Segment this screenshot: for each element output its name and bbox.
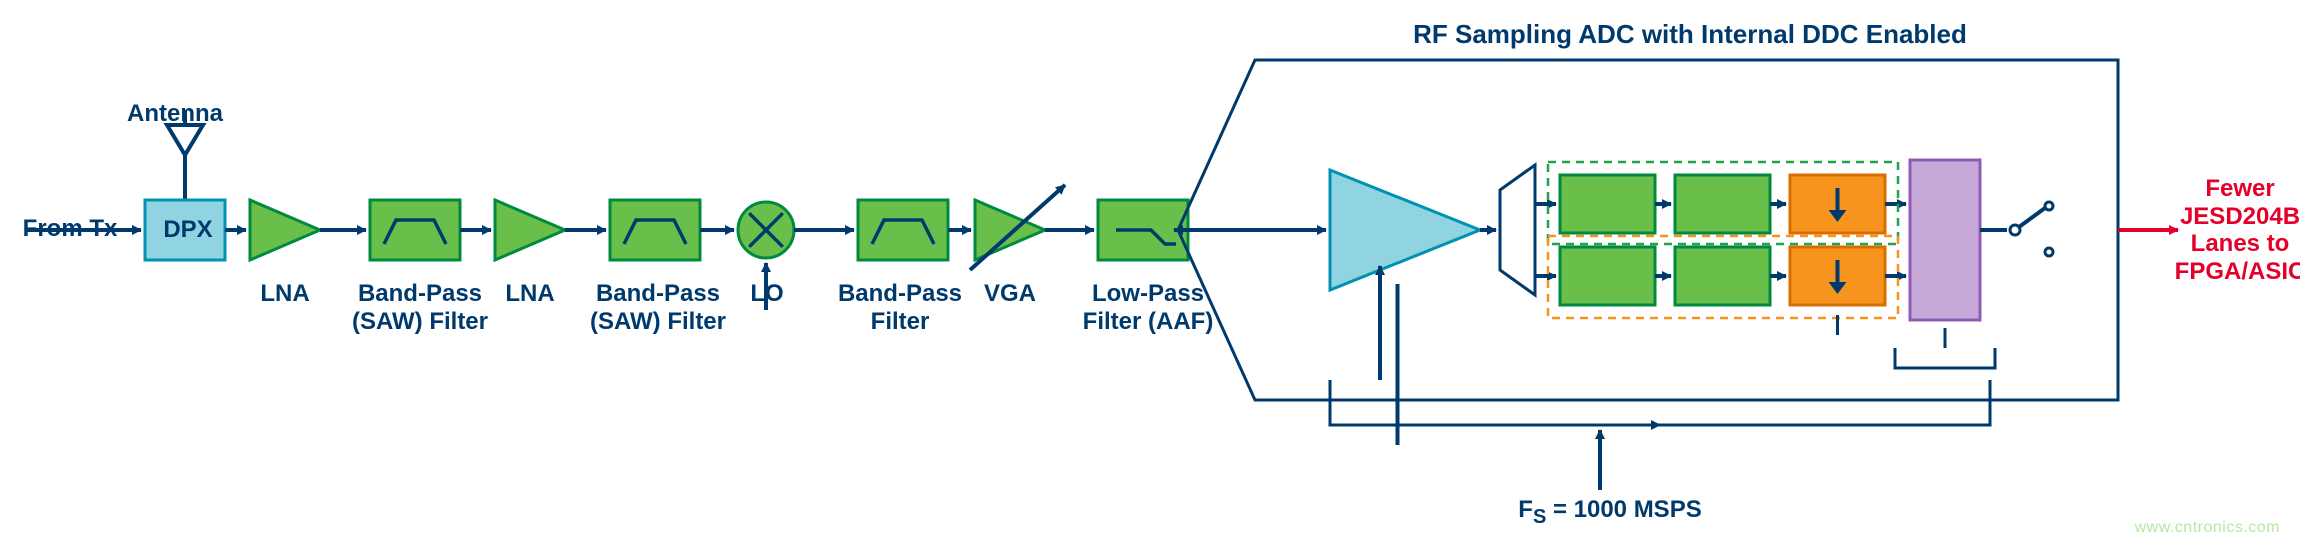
demux (1500, 165, 1535, 295)
filter-block (370, 200, 460, 260)
ddc-block (1560, 247, 1655, 305)
ddc-block (1675, 175, 1770, 233)
lo-label: LO (742, 280, 792, 308)
from-tx-label: From Tx (15, 215, 125, 243)
amplifier (495, 200, 565, 260)
lpf-label: Low-PassFilter (AAF) (1068, 280, 1228, 335)
fs-label: FS = 1000 MSPS (1480, 496, 1740, 529)
ddc-block (1560, 175, 1655, 233)
bpf1-label: Band-Pass(SAW) Filter (340, 280, 500, 335)
bpf3-label: Band-PassFilter (830, 280, 970, 335)
lna2-label: LNA (495, 280, 565, 308)
output-label: FewerJESD204BLanes toFPGA/ASIC (2160, 175, 2300, 285)
antenna-label: Antenna (115, 100, 235, 128)
ddc-block (1675, 247, 1770, 305)
adc-core (1330, 170, 1480, 290)
lna1-label: LNA (250, 280, 320, 308)
vga-label: VGA (975, 280, 1045, 308)
filter-block (610, 200, 700, 260)
dpx-label: DPX (153, 216, 223, 244)
amplifier (975, 200, 1045, 260)
amplifier (250, 200, 320, 260)
title-label: RF Sampling ADC with Internal DDC Enable… (1390, 20, 1990, 50)
filter-block (858, 200, 948, 260)
bpf2-label: Band-Pass(SAW) Filter (578, 280, 738, 335)
watermark: www.cntronics.com (2135, 519, 2280, 537)
serdes-block (1910, 160, 1980, 320)
